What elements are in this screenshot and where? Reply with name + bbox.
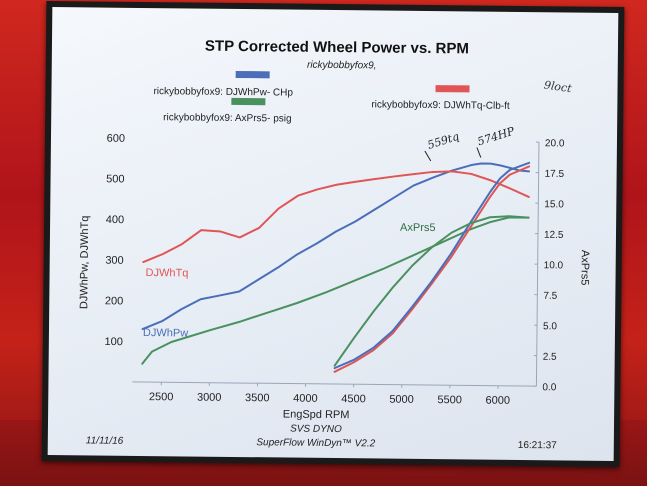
- legend-swatch-ax: [231, 97, 266, 106]
- x-axis: [132, 381, 537, 387]
- y-right-tick-label: 17.5: [545, 169, 565, 180]
- legend-label-pw: rickybobbyfox9: DJWhPw- CHp: [153, 86, 293, 98]
- series-line-3: [333, 165, 531, 373]
- curve-label-tq: DJWhTq: [146, 267, 189, 279]
- footer-time: 16:21:37: [518, 440, 557, 451]
- y-right-tick-label: 12.5: [544, 230, 564, 241]
- x-tick-label: 3500: [245, 392, 270, 404]
- peak-tq-mark: [424, 150, 432, 162]
- y-right-tick-label: 10.0: [544, 260, 564, 271]
- peak-hp-mark: [476, 147, 482, 158]
- legend-swatch-pw: [235, 70, 270, 79]
- y-left-tick-label: 500: [106, 173, 124, 185]
- footer-line1: SVS DYNO: [290, 424, 342, 436]
- chart-subtitle: rickybobbyfox9,: [307, 60, 377, 72]
- series-line-5: [333, 215, 530, 367]
- hand-note: 9loct: [543, 78, 573, 95]
- y-right-tick-label: 20.0: [545, 138, 565, 149]
- chart-title: STP Corrected Wheel Power vs. RPM: [205, 38, 469, 58]
- footer-line2: SuperFlow WinDyn™ V2.2: [256, 437, 375, 449]
- y-right-tick-label: 5.0: [543, 321, 557, 332]
- series-line-1: [142, 170, 530, 264]
- y-right-tick-label: 7.5: [543, 291, 557, 302]
- series-lines: [141, 161, 531, 373]
- dyno-sheet: STP Corrected Wheel Power vs. RPM rickyb…: [47, 7, 619, 461]
- legend-swatch-tq: [435, 85, 470, 93]
- curve-label-ax: AxPrs5: [400, 222, 436, 234]
- footer-date: 11/11/16: [86, 435, 124, 446]
- y-left-tick-labels: 100 200 300 400 500 600: [104, 133, 125, 349]
- series-line-4: [333, 161, 531, 370]
- y-left-tick-label: 100: [104, 336, 122, 348]
- peak-tq-note: 559tq: [426, 130, 461, 152]
- series-line-0: [141, 162, 531, 331]
- series-line-2: [141, 216, 530, 365]
- x-tick-label: 4500: [341, 393, 366, 405]
- x-tick-labels: 2500 3000 3500 4000 4500 5000 5500 6000: [149, 382, 510, 407]
- legend-label-ax: rickybobbyfox9: AxPrs5- psig: [163, 112, 291, 124]
- y-left-tick-label: 400: [106, 214, 124, 226]
- y-right-tick-label: 2.5: [543, 352, 557, 363]
- x-tick-label: 5500: [437, 394, 462, 406]
- legend-label-tq: rickybobbyfox9: DJWhTq-Clb-ft: [371, 99, 510, 111]
- y-left-tick-label: 300: [105, 255, 123, 267]
- curve-label-pw: DJWhPw: [143, 327, 188, 339]
- y-right-tick-label: 15.0: [544, 199, 564, 210]
- y-left-axis-label: DJWhPw, DJWhTq: [78, 216, 91, 310]
- x-tick-label: 2500: [149, 391, 174, 403]
- y-right-axis-label: AxPrs5: [578, 250, 590, 286]
- x-tick-label: 5000: [389, 394, 414, 406]
- y-right-tick-labels: 0.0 2.5 5.0 7.5 10.0 12.5 15.0 17.5 20.0: [533, 138, 565, 393]
- dyno-chart: STP Corrected Wheel Power vs. RPM rickyb…: [78, 38, 591, 452]
- x-tick-label: 6000: [485, 395, 510, 407]
- peak-hp-note: 574HP: [476, 124, 517, 148]
- y-left-tick-label: 600: [107, 133, 125, 145]
- x-tick-label: 3000: [197, 392, 222, 404]
- y-left-tick-label: 200: [105, 295, 123, 307]
- x-tick-label: 4000: [293, 393, 318, 405]
- x-axis-label: EngSpd RPM: [283, 408, 350, 421]
- y-right-tick-label: 0.0: [542, 382, 556, 393]
- photo-frame: STP Corrected Wheel Power vs. RPM rickyb…: [41, 0, 625, 468]
